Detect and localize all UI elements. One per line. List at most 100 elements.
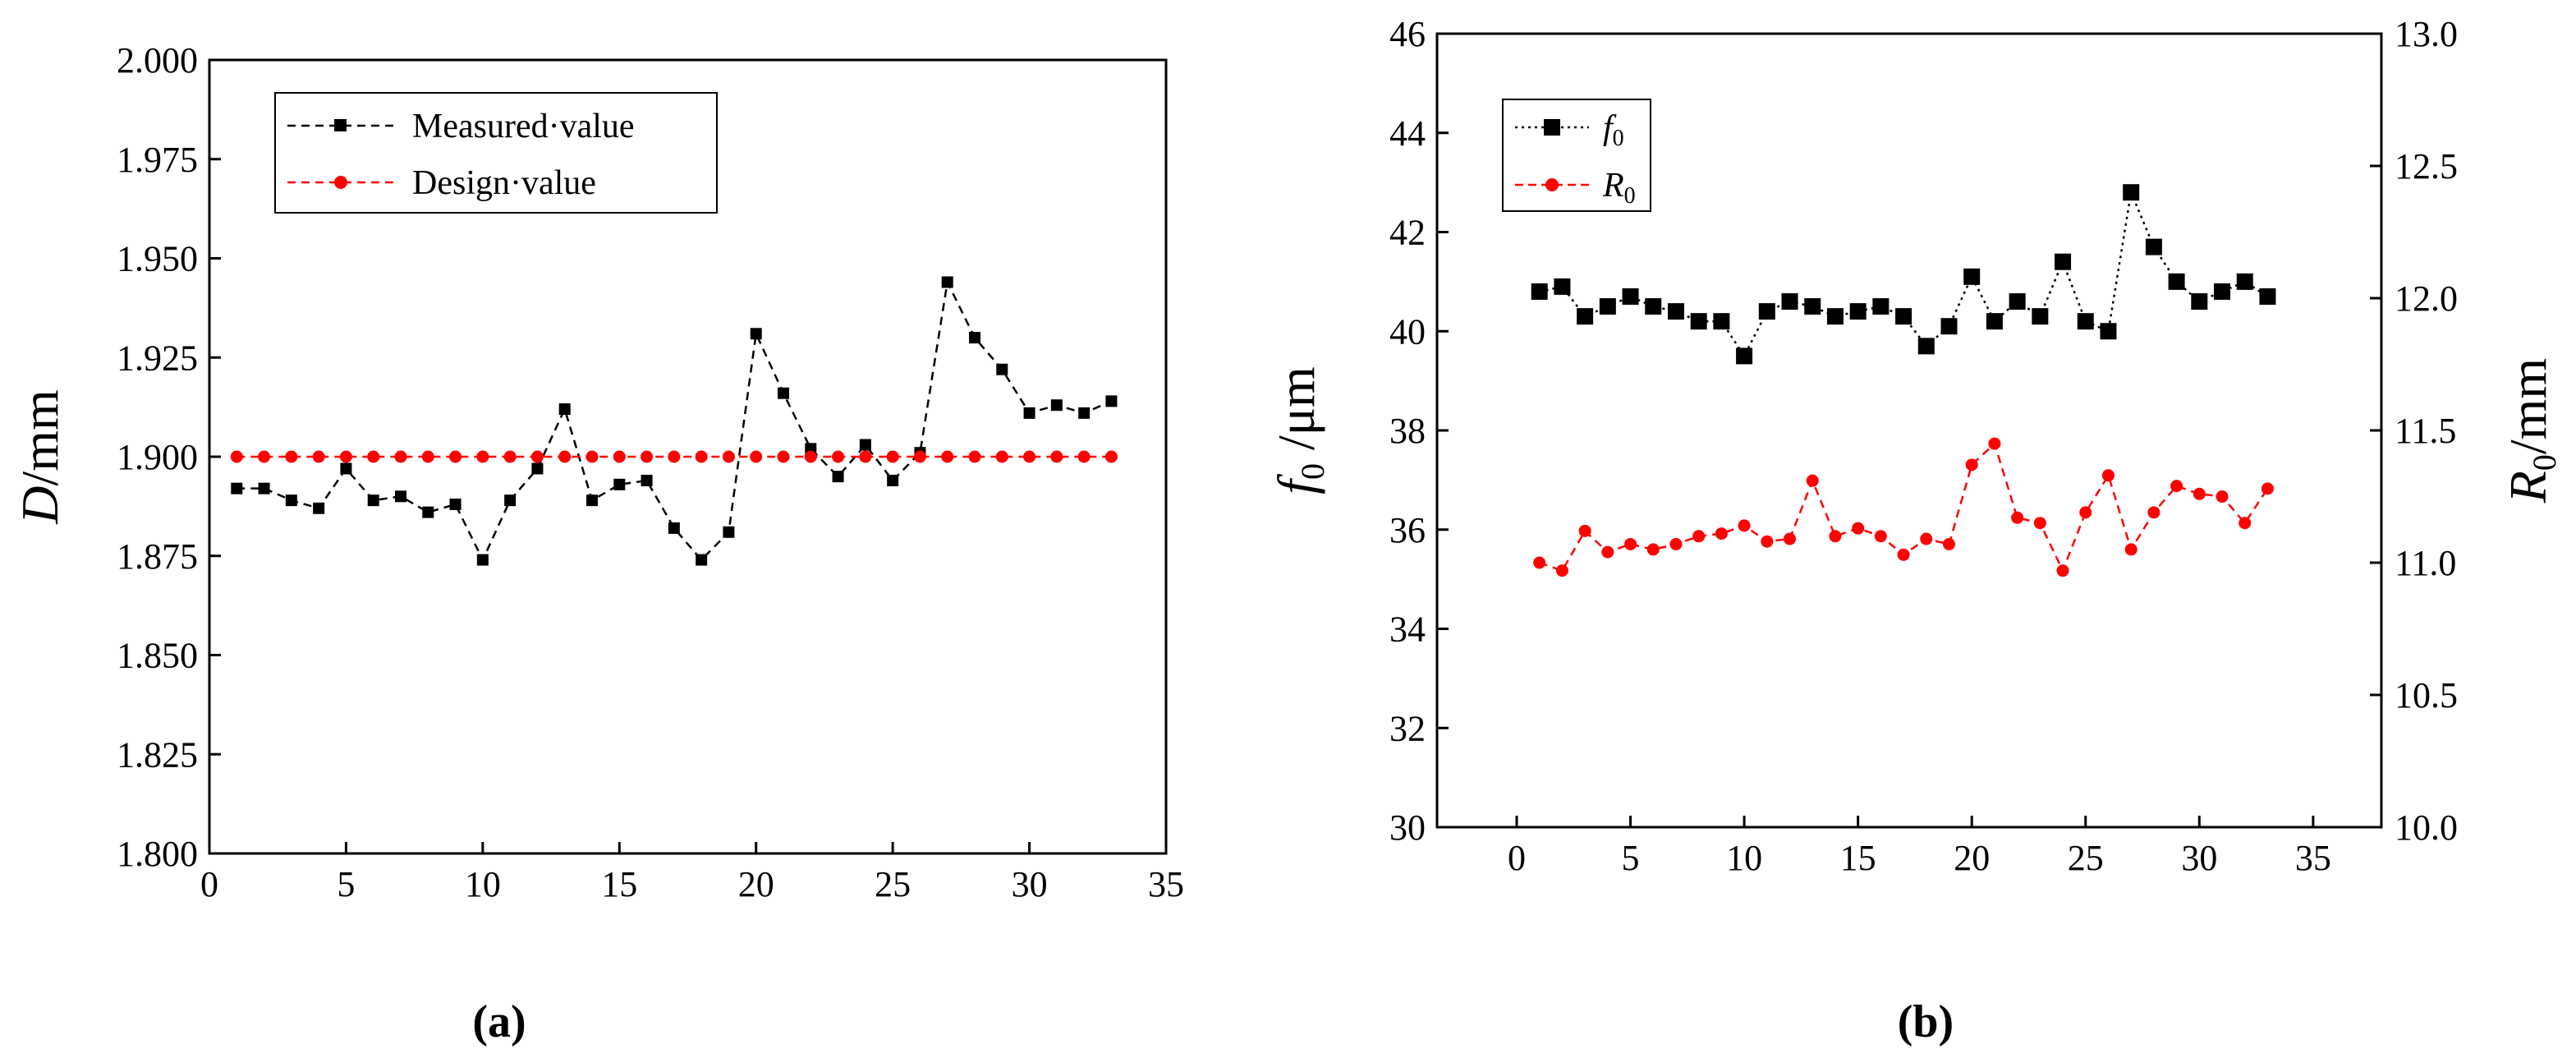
data-point-circle [695, 450, 708, 463]
data-point-circle [1578, 524, 1591, 537]
b-legend-box [1502, 99, 1651, 212]
data-point-square [1986, 313, 2003, 330]
data-point-square [1872, 298, 1890, 315]
data-point-circle [613, 450, 626, 463]
y-right-tick-label: 10.5 [2395, 675, 2458, 715]
data-point-circle [1624, 537, 1637, 550]
x-tick-label: 15 [1840, 838, 1876, 878]
a-series [230, 276, 1118, 566]
a-legend-marker-design [334, 176, 347, 189]
data-point-circle [1023, 450, 1036, 463]
data-point-square [231, 482, 243, 494]
data-point-circle [2033, 517, 2046, 530]
y-right-tick-label: 13.0 [2395, 14, 2458, 54]
data-point-circle [2261, 482, 2274, 495]
y-tick-label: 42 [1389, 213, 1426, 253]
data-point-circle [2170, 480, 2183, 493]
data-point-circle [285, 450, 298, 463]
y-tick-label: 1.925 [117, 338, 198, 378]
y-tick-label: 1.975 [117, 140, 198, 180]
data-point-square [969, 332, 980, 344]
data-point-square [2236, 273, 2253, 290]
data-point-circle [530, 450, 544, 463]
data-point-square [2077, 313, 2094, 330]
data-point-square [1804, 298, 1821, 315]
data-point-circle [1533, 556, 1546, 569]
data-point-circle [1738, 519, 1751, 532]
a-y-axis-label: D/mm [11, 389, 69, 525]
data-point-circle [1806, 474, 1819, 487]
data-point-circle [339, 450, 352, 463]
y-right-tick-label: 11.5 [2395, 411, 2456, 451]
x-tick-label: 20 [738, 864, 774, 904]
y-tick-label: 32 [1389, 708, 1426, 748]
data-point-square [2259, 288, 2276, 305]
data-point-circle [1555, 564, 1568, 577]
data-point-square [2100, 323, 2117, 340]
data-point-square [696, 554, 708, 566]
data-point-circle [1050, 450, 1063, 463]
data-point-square [395, 490, 406, 503]
a-axes: 0 5 10 15 20 25 30 35 1.800 1.825 1.850 1.875 1.900 1… [117, 40, 1184, 904]
data-point-square [2009, 293, 2026, 310]
data-point-square [1849, 303, 1867, 320]
data-point-square [1078, 407, 1091, 419]
data-point-square [996, 363, 1008, 375]
data-point-square [1050, 399, 1063, 412]
data-point-circle [367, 450, 380, 463]
y-right-tick-label: 11.0 [2395, 543, 2456, 583]
data-point-circle [804, 450, 817, 463]
a-legend-box [274, 92, 718, 214]
y-tick-label: 38 [1389, 411, 1426, 451]
y-tick-label: 1.900 [117, 437, 198, 477]
y-tick-label: 1.850 [117, 636, 198, 676]
data-point-square [558, 403, 571, 416]
data-point-circle [1829, 530, 1842, 543]
data-point-square [1105, 395, 1118, 407]
data-point-square [285, 494, 297, 507]
data-point-square [1826, 308, 1844, 325]
x-tick-label: 10 [465, 864, 501, 904]
data-point-square [778, 387, 789, 399]
data-point-circle [1874, 530, 1887, 543]
data-point-circle [1852, 522, 1865, 535]
data-point-circle [2147, 506, 2160, 519]
data-point-circle [2011, 511, 2024, 524]
data-point-circle [668, 450, 681, 463]
y-tick-label: 36 [1389, 510, 1426, 550]
data-point-square [2055, 253, 2072, 270]
x-tick-label: 25 [875, 864, 911, 904]
data-point-square [1713, 313, 1730, 330]
data-point-circle [941, 450, 954, 463]
b-left-y-axis-label: f0 /μm [1267, 366, 1331, 494]
data-point-circle [258, 450, 271, 463]
data-point-square [504, 494, 517, 507]
data-point-square [367, 494, 379, 507]
y-tick-label: 1.800 [117, 834, 198, 874]
panel-a: 0 5 10 15 20 25 30 35 1.800 1.825 1.850 1.875 1.900 1… [11, 40, 1184, 1047]
data-point-circle [1897, 548, 1910, 561]
data-point-square [1940, 318, 1958, 335]
y-tick-label: 1.875 [117, 536, 198, 577]
data-point-square [641, 474, 653, 486]
x-tick-label: 5 [1622, 838, 1640, 878]
x-tick-label: 5 [337, 864, 355, 904]
data-point-circle [1965, 458, 1978, 472]
data-point-square [859, 439, 871, 451]
data-point-circle [1077, 450, 1091, 463]
series-line-f0 [1539, 188, 2269, 358]
y-tick-label: 2.000 [117, 40, 198, 80]
data-point-square [1531, 283, 1548, 300]
y-tick-label: 40 [1389, 311, 1426, 352]
data-point-circle [1104, 450, 1118, 463]
series-line-measured-value [236, 278, 1112, 563]
data-point-square [1023, 407, 1035, 419]
data-point-circle [832, 450, 845, 463]
a-legend-label-design: Design·value [412, 164, 596, 202]
y-tick-label: 1.825 [117, 734, 198, 775]
data-point-square [1599, 298, 1616, 315]
b-panel-label: (b) [1898, 996, 1954, 1047]
data-point-circle [750, 450, 763, 463]
data-point-circle [394, 450, 407, 463]
data-point-square [887, 474, 899, 486]
